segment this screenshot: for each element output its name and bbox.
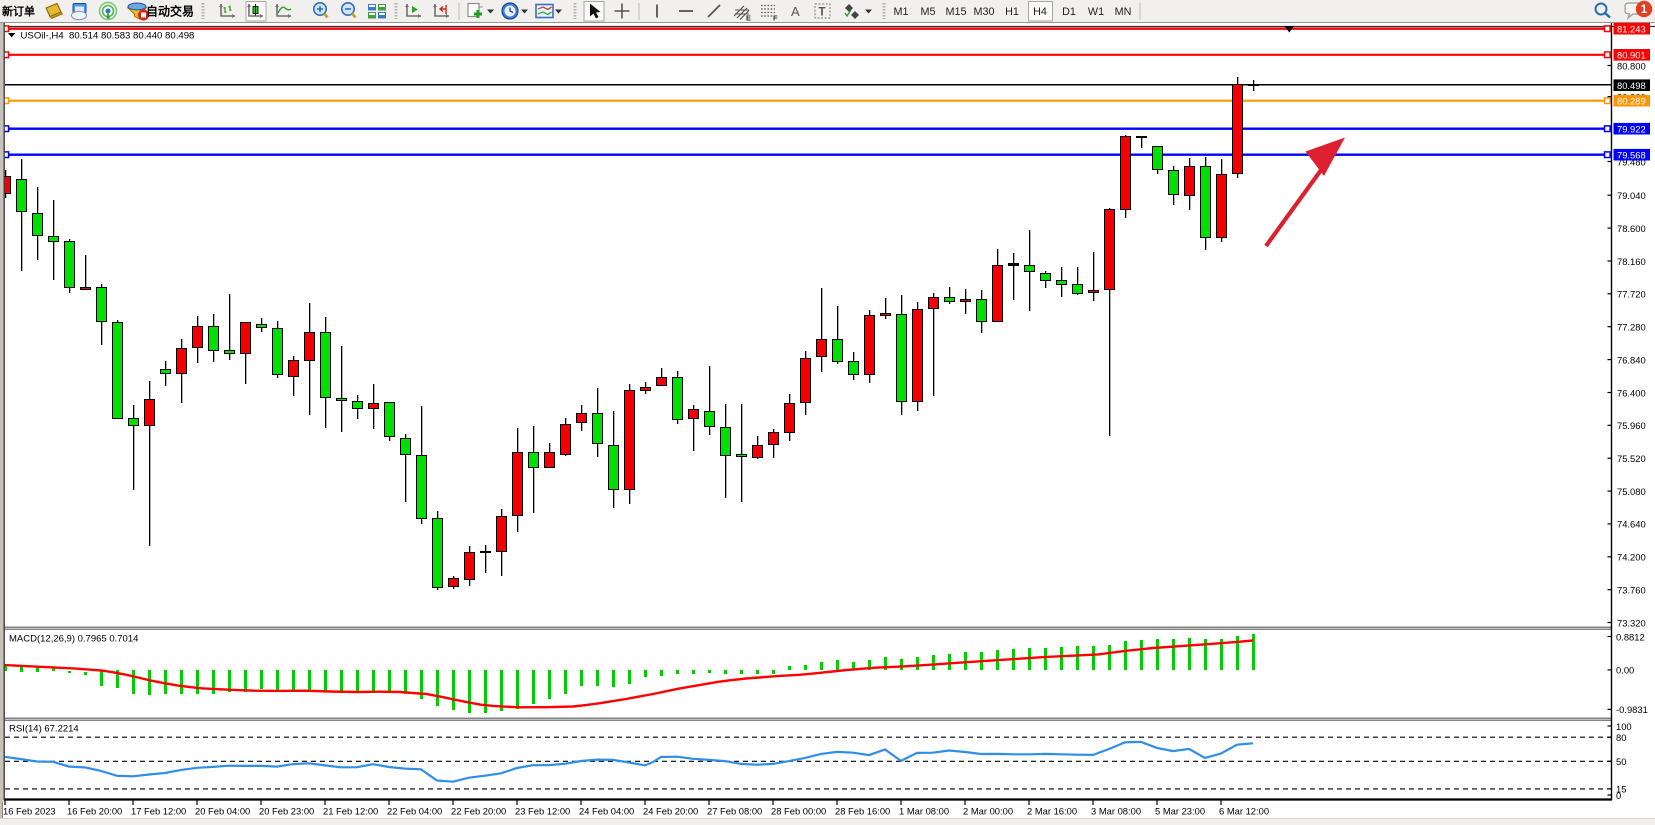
svg-text:E: E (746, 14, 751, 23)
svg-text:74.640: 74.640 (1617, 519, 1646, 530)
svg-text:M1: M1 (894, 6, 909, 18)
svg-text:81.243: 81.243 (1617, 24, 1646, 35)
svg-text:2 Mar 00:00: 2 Mar 00:00 (963, 806, 1013, 817)
svg-text:22 Feb 20:00: 22 Feb 20:00 (451, 806, 506, 817)
svg-text:78.600: 78.600 (1617, 223, 1646, 234)
svg-text:24 Feb 04:00: 24 Feb 04:00 (579, 806, 634, 817)
svg-text:24 Feb 20:00: 24 Feb 20:00 (643, 806, 698, 817)
svg-text:79.040: 79.040 (1617, 190, 1646, 201)
svg-text:79.568: 79.568 (1617, 150, 1646, 161)
svg-text:78.160: 78.160 (1617, 256, 1646, 267)
svg-text:2 Mar 16:00: 2 Mar 16:00 (1027, 806, 1077, 817)
svg-text:79.480: 79.480 (1617, 156, 1646, 167)
svg-text:自动交易: 自动交易 (146, 4, 194, 19)
svg-text:0.8812: 0.8812 (1616, 631, 1645, 642)
svg-text:80.498: 80.498 (1617, 80, 1646, 91)
svg-text:新订单: 新订单 (2, 4, 35, 18)
svg-text:23 Feb 12:00: 23 Feb 12:00 (515, 806, 570, 817)
svg-text:20 Feb 04:00: 20 Feb 04:00 (195, 806, 250, 817)
svg-text:76.400: 76.400 (1617, 387, 1646, 398)
svg-text:80.289: 80.289 (1617, 96, 1646, 107)
svg-text:75.080: 75.080 (1617, 486, 1646, 497)
svg-text:M30: M30 (973, 6, 994, 18)
svg-text:M5: M5 (921, 6, 936, 18)
svg-text:0.00: 0.00 (1616, 665, 1634, 676)
svg-text:A: A (791, 4, 800, 19)
svg-text:MACD(12,26,9) 0.7965 0.7014: MACD(12,26,9) 0.7965 0.7014 (9, 634, 138, 645)
svg-text:0: 0 (1616, 790, 1621, 801)
svg-text:75.960: 75.960 (1617, 420, 1646, 431)
svg-text:50: 50 (1616, 756, 1626, 767)
svg-text:22 Feb 04:00: 22 Feb 04:00 (387, 806, 442, 817)
svg-text:73.320: 73.320 (1617, 617, 1646, 628)
svg-text:5 Mar 23:00: 5 Mar 23:00 (1155, 806, 1205, 817)
svg-text:W1: W1 (1088, 6, 1104, 18)
svg-text:H4: H4 (1033, 6, 1047, 18)
svg-text:3 Mar 08:00: 3 Mar 08:00 (1091, 806, 1141, 817)
svg-text:T: T (819, 7, 826, 19)
svg-text:79.922: 79.922 (1617, 124, 1646, 135)
svg-text:1: 1 (1641, 4, 1648, 16)
svg-text:16 Feb 20:00: 16 Feb 20:00 (67, 806, 122, 817)
svg-text:6 Mar 12:00: 6 Mar 12:00 (1219, 806, 1269, 817)
svg-text:27 Feb 08:00: 27 Feb 08:00 (707, 806, 762, 817)
svg-text:77.720: 77.720 (1617, 289, 1646, 300)
svg-text:80.901: 80.901 (1617, 50, 1646, 61)
svg-text:100: 100 (1616, 721, 1632, 732)
svg-text:28 Feb 00:00: 28 Feb 00:00 (771, 806, 826, 817)
svg-text:73.760: 73.760 (1617, 585, 1646, 596)
svg-text:-0.9831: -0.9831 (1616, 704, 1648, 715)
svg-text:D1: D1 (1062, 6, 1076, 18)
svg-text:MN: MN (1115, 6, 1132, 18)
svg-text:F: F (773, 14, 778, 23)
svg-text:M15: M15 (945, 6, 966, 18)
svg-text:80.800: 80.800 (1617, 60, 1646, 71)
svg-text:17 Feb 12:00: 17 Feb 12:00 (131, 806, 186, 817)
svg-text:15: 15 (1616, 784, 1626, 795)
svg-text:80: 80 (1616, 732, 1626, 743)
svg-text:74.200: 74.200 (1617, 552, 1646, 563)
svg-text:1 Mar 08:00: 1 Mar 08:00 (899, 806, 949, 817)
svg-text:75.520: 75.520 (1617, 453, 1646, 464)
svg-text:21 Feb 12:00: 21 Feb 12:00 (323, 806, 378, 817)
svg-text:RSI(14) 67.2214: RSI(14) 67.2214 (9, 724, 79, 735)
svg-text:28 Feb 16:00: 28 Feb 16:00 (835, 806, 890, 817)
svg-text:H1: H1 (1005, 6, 1019, 18)
svg-text:77.280: 77.280 (1617, 322, 1646, 333)
svg-text:20 Feb 23:00: 20 Feb 23:00 (259, 806, 314, 817)
svg-text:16 Feb 2023: 16 Feb 2023 (3, 806, 56, 817)
svg-text:USOil-,H4 80.514 80.583 80.44: USOil-,H4 80.514 80.583 80.440 80.498 (21, 31, 195, 42)
svg-text:76.840: 76.840 (1617, 354, 1646, 365)
